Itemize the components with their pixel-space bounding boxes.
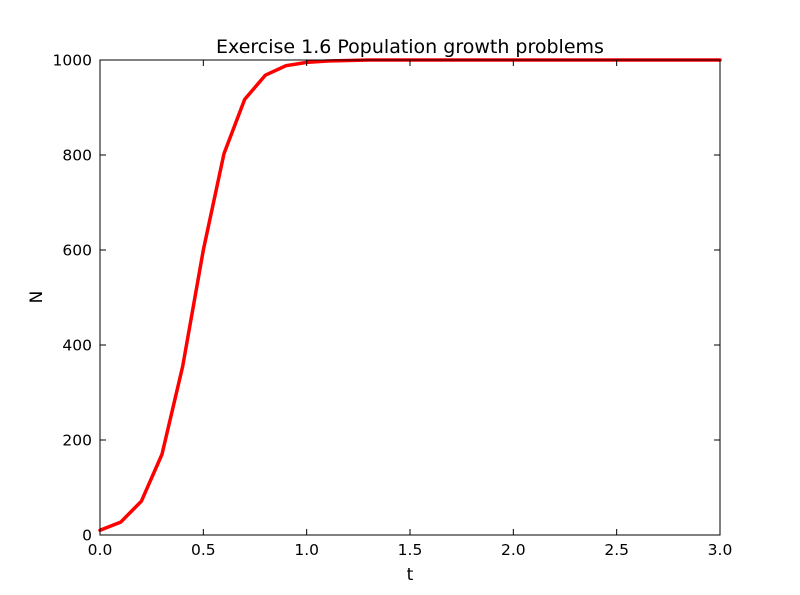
y-tick-label-2: 400 <box>62 337 92 355</box>
y-tick-label-4: 800 <box>62 147 92 165</box>
plot-area: 0.0 0.5 1.0 1.5 2.0 2.5 3.0 0 200 400 600 800 1000 <box>53 52 733 560</box>
chart-title: Exercise 1.6 Population growth problems <box>216 36 604 58</box>
y-tick-label-5: 1000 <box>53 52 92 70</box>
y-tick-label-0: 0 <box>82 527 92 545</box>
series-line-0 <box>98 58 722 532</box>
x-tick-label-2: 1.0 <box>294 541 319 559</box>
x-tick-label-0: 0.0 <box>88 541 113 559</box>
x-tick-label-3: 1.5 <box>398 541 423 559</box>
plot-frame <box>99 59 721 536</box>
x-tick-label-6: 3.0 <box>708 541 733 559</box>
x-tick-label-4: 2.0 <box>501 541 526 559</box>
x-tick-label-5: 2.5 <box>604 541 629 559</box>
y-tick-label-1: 200 <box>62 432 92 450</box>
y-tick-label-3: 600 <box>62 242 92 260</box>
x-tick-label-1: 0.5 <box>191 541 216 559</box>
y-axis-label: N <box>27 291 47 304</box>
x-axis-label: t <box>407 565 414 585</box>
